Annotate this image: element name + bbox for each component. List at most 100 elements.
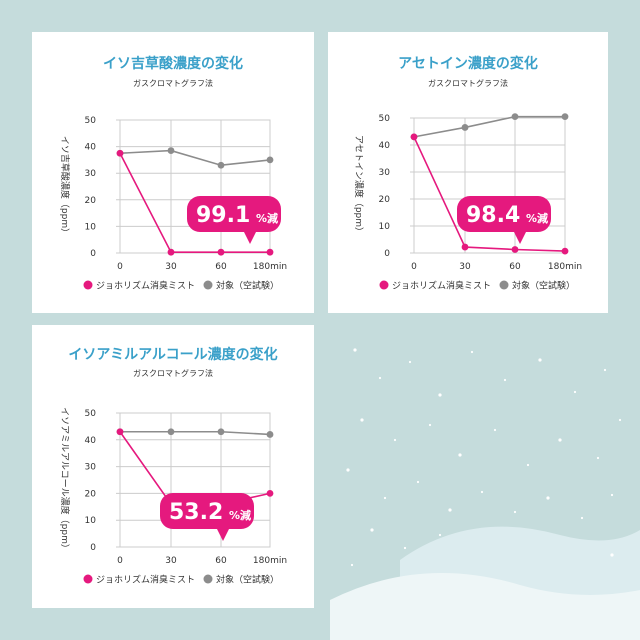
snow-dot <box>610 493 614 497</box>
control-series-line <box>119 149 271 167</box>
product-series-line <box>413 136 566 252</box>
reduction-badge: 53.2 %減 <box>160 493 254 541</box>
y-tick-label: 20 <box>379 195 391 205</box>
control-data-point <box>266 431 274 438</box>
snow-dot <box>596 456 600 460</box>
legend-control-marker <box>499 280 509 290</box>
badge-suffix: %減 <box>256 211 278 225</box>
product-data-point <box>167 248 175 256</box>
control-data-point <box>217 428 225 436</box>
chart-subtitle: ガスクロマトグラフ法 <box>133 368 213 378</box>
product-data-point <box>410 133 418 141</box>
badge-bubble <box>187 196 281 244</box>
badge-number: 99.1 <box>196 203 250 228</box>
snow-dot <box>513 510 517 514</box>
snow-dot <box>538 358 542 362</box>
control-series-line <box>120 430 271 436</box>
snow-dot <box>378 376 382 380</box>
snow-dot <box>438 533 442 537</box>
snow-dot <box>546 496 550 500</box>
x-tick-label: 30 <box>459 262 471 272</box>
chart-panel-acetoin: アセトイン濃度の変化 ガスクロマトグラフ法 0 10 20 30 40 50 0 30 60 180m… <box>328 32 608 313</box>
snow-dot <box>458 453 462 457</box>
snow-dot <box>370 528 374 532</box>
y-tick-label: 20 <box>85 196 97 206</box>
y-tick-label: 20 <box>85 489 97 499</box>
chart-legend: ジョホリズム消臭ミスト 対象（空試験） <box>83 280 279 292</box>
snow-dot <box>448 508 452 512</box>
y-tick-label: 0 <box>90 543 96 553</box>
snow-dot <box>573 390 577 394</box>
snow-dot <box>383 496 387 500</box>
y-tick-label: 50 <box>85 409 97 419</box>
chart-legend: ジョホリズム消臭ミスト 対象（空試験） <box>83 574 279 586</box>
x-tick-label: 0 <box>117 262 123 272</box>
product-data-point <box>461 243 469 251</box>
chart-legend: ジョホリズム消臭ミスト 対象（空試験） <box>379 280 575 292</box>
y-tick-label: 50 <box>85 116 97 126</box>
product-data-point <box>266 490 274 497</box>
control-series-line <box>413 115 565 138</box>
snow-dot <box>403 546 407 550</box>
snow-dot <box>438 393 442 397</box>
snow-dot <box>346 468 350 472</box>
snow-hill-front <box>330 573 640 640</box>
product-data-point <box>266 248 274 256</box>
legend-product-marker <box>83 280 93 290</box>
snow-dot <box>580 516 584 520</box>
snow-dot <box>360 418 364 422</box>
snow-dot <box>470 350 474 354</box>
snow-dot <box>416 480 420 484</box>
control-data-point <box>561 113 569 121</box>
badge-suffix: %減 <box>526 211 548 225</box>
chart-subtitle: ガスクロマトグラフ法 <box>428 78 508 88</box>
legend-control-marker <box>203 280 213 290</box>
y-axis-label: イソアミルアルコール濃度（ppm） <box>59 407 71 553</box>
snow-dot <box>428 423 432 427</box>
snow-dot <box>526 463 530 467</box>
y-tick-label: 10 <box>85 516 97 526</box>
product-data-point <box>511 246 519 253</box>
x-tick-label: 180min <box>548 262 582 272</box>
x-tick-label: 60 <box>215 556 227 566</box>
y-axis-label: アセトイン濃度（ppm） <box>353 135 365 236</box>
control-data-point <box>266 156 274 164</box>
legend-control-marker <box>203 574 213 584</box>
control-data-point <box>167 428 175 436</box>
y-tick-label: 40 <box>85 143 97 153</box>
snow-dot <box>350 563 354 567</box>
badge-bubble <box>160 493 254 541</box>
y-tick-label: 30 <box>85 169 97 179</box>
snow-dot <box>603 368 607 372</box>
snow-dot <box>610 553 614 557</box>
legend-product-label: ジョホリズム消臭ミスト <box>392 280 491 292</box>
legend-control-label: 対象（空試験） <box>216 280 279 292</box>
legend-control-label: 対象（空試験） <box>512 280 575 292</box>
y-tick-label: 0 <box>384 249 390 259</box>
chart-title: イソアミルアルコール濃度の変化 <box>68 346 277 363</box>
chart-panel-isovaleric: イソ吉草酸濃度の変化 ガスクロマトグラフ法 0 10 20 30 40 50 0 30 60 180m… <box>32 32 314 313</box>
y-tick-label: 0 <box>90 249 96 259</box>
product-data-point <box>116 428 124 436</box>
x-tick-label: 30 <box>165 556 177 566</box>
product-data-point <box>116 149 124 157</box>
snow-dot <box>503 378 507 382</box>
chart-panel-isoamyl: イソアミルアルコール濃度の変化 ガスクロマトグラフ法 0 10 20 30 40 50 0 30 6… <box>32 325 314 608</box>
y-tick-label: 50 <box>379 114 391 124</box>
legend-control-label: 対象（空試験） <box>216 574 279 586</box>
chart-subtitle: ガスクロマトグラフ法 <box>133 78 213 88</box>
badge-bubble <box>457 196 551 244</box>
snow-dot <box>480 490 484 494</box>
legend-product-label: ジョホリズム消臭ミスト <box>96 280 195 292</box>
legend-product-marker <box>83 574 93 584</box>
snow-dot <box>558 438 562 442</box>
badge-number: 53.2 <box>169 500 223 525</box>
chart-title: アセトイン濃度の変化 <box>398 55 538 72</box>
snow-dot <box>353 348 357 352</box>
reduction-badge: 98.4 %減 <box>457 196 551 244</box>
control-data-point <box>461 124 469 131</box>
x-tick-label: 180min <box>253 262 287 272</box>
x-tick-label: 180min <box>253 556 287 566</box>
